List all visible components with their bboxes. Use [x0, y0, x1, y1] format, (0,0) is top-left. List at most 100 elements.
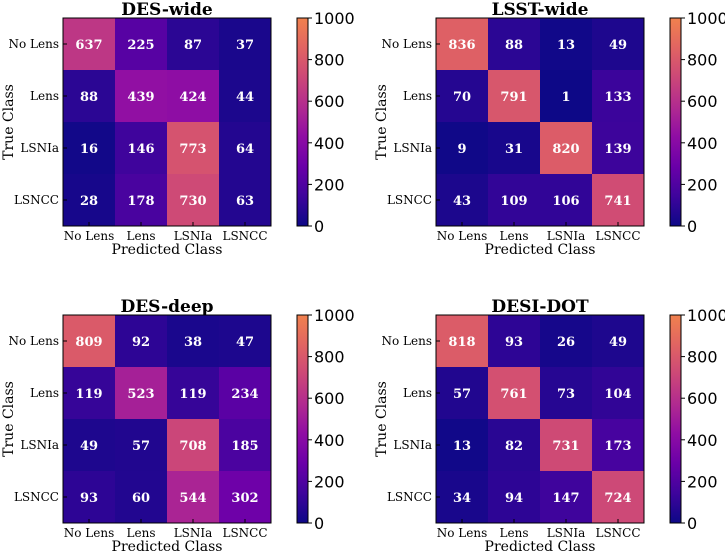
heatmap-cell	[115, 367, 167, 419]
y-tick-label: Lens	[30, 386, 59, 400]
cell-value-label: 87	[184, 38, 202, 53]
heatmap-cell	[436, 18, 488, 70]
colorbar	[669, 314, 682, 524]
cell-value-label: 731	[552, 439, 579, 454]
heatmap-cell	[436, 70, 488, 122]
heatmap-cell	[540, 471, 592, 523]
cell-value-label: 424	[179, 90, 206, 105]
cell-value-label: 119	[75, 387, 102, 402]
cell-value-label: 133	[604, 90, 631, 105]
heatmap-cell	[592, 419, 644, 471]
colorbar-tick-label: 800	[314, 348, 345, 367]
heatmap-cell	[219, 419, 271, 471]
heatmap-cell	[488, 122, 540, 174]
heatmap-cell	[540, 315, 592, 367]
y-tick-label: LSNCC	[387, 193, 432, 207]
panel-title: DESI-DOT	[491, 297, 589, 317]
heatmap-cell	[63, 122, 115, 174]
colorbar-tick-label: 1000	[687, 9, 725, 28]
cell-value-label: 185	[231, 439, 258, 454]
cell-value-label: 106	[552, 194, 579, 209]
heatmap-cell	[219, 70, 271, 122]
heatmap-cell	[592, 471, 644, 523]
heatmap-cell	[592, 18, 644, 70]
colorbar-tick-label: 0	[314, 217, 324, 236]
cell-value-label: 104	[604, 387, 631, 402]
cell-value-label: 109	[500, 194, 527, 209]
cell-value-label: 43	[453, 194, 471, 209]
cell-value-label: 49	[80, 439, 98, 454]
cell-value-label: 9	[457, 142, 466, 157]
cell-value-label: 57	[453, 387, 471, 402]
panel-desi-dot: DESI-DOT 818 93 26 49 57 761 73 104 13 82 731 173 34 9…	[374, 297, 725, 552]
x-tick-label: LSNCC	[222, 526, 267, 540]
heatmap-cell	[63, 471, 115, 523]
colorbar-tick-label: 400	[687, 134, 718, 153]
heatmap-cell	[167, 70, 219, 122]
cell-value-label: 119	[179, 387, 206, 402]
cell-value-label: 93	[505, 335, 523, 350]
heatmap-cell	[63, 419, 115, 471]
cell-value-label: 1	[561, 90, 570, 105]
colorbar-tick-label: 800	[687, 348, 718, 367]
cell-value-label: 173	[604, 439, 631, 454]
cell-value-label: 809	[75, 335, 102, 350]
heatmap-cell	[592, 70, 644, 122]
heatmap-cell	[219, 367, 271, 419]
x-tick-label: LSNCC	[595, 526, 640, 540]
x-axis-label: Predicted Class	[112, 242, 223, 258]
colorbar-tick-label: 0	[687, 514, 697, 533]
y-tick-label: No Lens	[9, 37, 60, 51]
y-axis-label: True Class	[1, 381, 17, 457]
cell-value-label: 16	[80, 142, 98, 157]
heatmap-cell	[436, 367, 488, 419]
heatmap-cell	[488, 419, 540, 471]
colorbar-tick-label: 800	[687, 51, 718, 70]
cell-value-label: 820	[552, 142, 579, 157]
cell-value-label: 791	[500, 90, 527, 105]
x-tick-label: LSNCC	[595, 229, 640, 243]
cell-value-label: 302	[231, 491, 258, 506]
panel-lsst-wide: LSST-wide 836 88 13 49 70 791 1 133 9 31 820 139 43 10…	[374, 0, 725, 258]
cell-value-label: 93	[80, 491, 98, 506]
colorbar	[296, 17, 309, 227]
cell-value-label: 13	[453, 439, 471, 454]
cell-value-label: 31	[505, 142, 523, 157]
heatmap-cell	[488, 70, 540, 122]
cell-value-label: 64	[236, 142, 254, 157]
cell-value-label: 94	[505, 491, 523, 506]
y-tick-label: LSNCC	[14, 490, 59, 504]
y-axis-label: True Class	[374, 84, 390, 160]
heatmap-cell	[63, 174, 115, 226]
cell-value-label: 139	[604, 142, 631, 157]
heatmap-cell	[592, 367, 644, 419]
colorbar-tick-label: 600	[314, 389, 345, 408]
plot-frame	[62, 314, 272, 524]
colorbar-tick-label: 0	[314, 514, 324, 533]
y-tick-label: Lens	[403, 89, 432, 103]
y-tick-label: No Lens	[9, 334, 60, 348]
cell-value-label: 836	[448, 38, 475, 53]
heatmap-cell	[592, 122, 644, 174]
cell-value-label: 28	[80, 194, 98, 209]
cell-value-label: 730	[179, 194, 206, 209]
heatmap-cell	[488, 18, 540, 70]
heatmap-cell	[436, 419, 488, 471]
heatmap-cell	[115, 122, 167, 174]
heatmap-cell	[167, 315, 219, 367]
cell-value-label: 741	[604, 194, 631, 209]
x-tick-label: No Lens	[64, 229, 115, 243]
y-tick-label: No Lens	[382, 37, 433, 51]
colorbar-tick-label: 200	[314, 472, 345, 491]
cell-value-label: 761	[500, 387, 527, 402]
plot-frame	[62, 17, 272, 227]
cell-value-label: 73	[557, 387, 575, 402]
plot-frame	[435, 314, 645, 524]
colorbar-tick-label: 0	[687, 217, 697, 236]
cell-value-label: 63	[236, 194, 254, 209]
heatmap-cell	[115, 315, 167, 367]
x-tick-label: Lens	[127, 526, 156, 540]
heatmap-cell	[540, 122, 592, 174]
y-tick-label: LSNIa	[20, 438, 59, 452]
heatmap-cell	[219, 174, 271, 226]
